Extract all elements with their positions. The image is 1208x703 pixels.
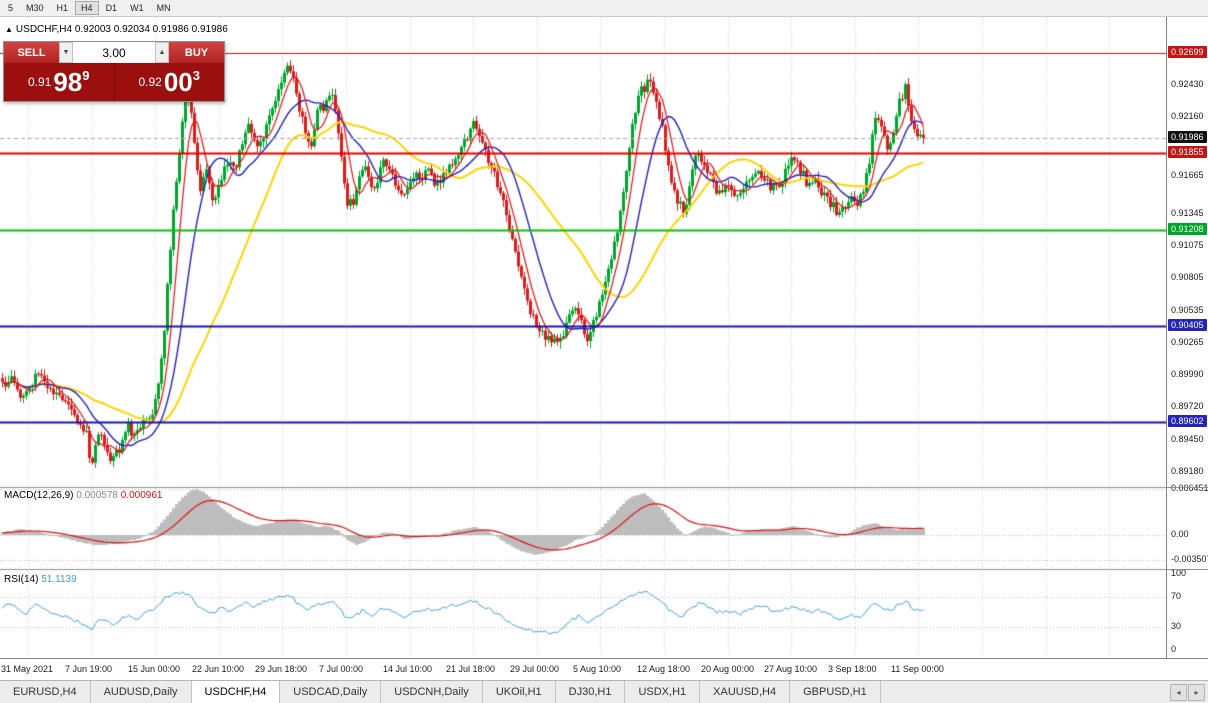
timeframe-button-5[interactable]: 5 — [2, 1, 19, 15]
volume-decrease-button[interactable]: ▼ — [59, 42, 73, 63]
macd-axis-label: 0.006451 — [1171, 483, 1208, 493]
ask-price-prefix: 0.92 — [138, 75, 162, 89]
rsi-value: 51.1139 — [41, 574, 77, 585]
time-axis-label: 20 Aug 00:00 — [701, 664, 755, 674]
price-tick-label: 0.90535 — [1171, 304, 1204, 315]
macd-name: MACD(12,26,9) — [4, 490, 74, 501]
uptick-triangle-icon: ▲ — [5, 25, 13, 34]
chart-symbol-period: USDCHF,H4 — [15, 24, 73, 35]
price-badge: 0.91208 — [1168, 223, 1207, 236]
bid-price-prefix: 0.91 — [27, 75, 52, 89]
chart-tab-dj30[interactable]: DJ30,H1 — [556, 681, 626, 703]
time-axis-label: 22 Jun 10:00 — [192, 664, 245, 674]
volume-increase-button[interactable]: ▲ — [155, 42, 169, 63]
time-axis-label: 3 Sep 18:00 — [828, 664, 877, 674]
tab-scroll-controls: ◂ ▸ — [1170, 681, 1208, 703]
time-axis-label: 21 Jul 18:00 — [446, 664, 496, 674]
chart-tab-audusd[interactable]: AUDUSD,Daily — [91, 681, 192, 703]
time-axis-label: 31 May 2021 — [1, 664, 54, 674]
time-axis-label: 12 Aug 18:00 — [637, 664, 691, 674]
ask-price-display[interactable]: 0.92 00 3 — [113, 63, 225, 101]
time-axis-label: 7 Jul 00:00 — [319, 664, 364, 674]
chart-tab-usdchf[interactable]: USDCHF,H4 — [191, 681, 281, 703]
macd-axis-label: -0.003507 — [1171, 554, 1208, 564]
tabs-scroll-left-button[interactable]: ◂ — [1170, 683, 1187, 701]
macd-indicator-label: MACD(12,26,9) 0.000578 0.000961 — [4, 490, 162, 501]
time-axis-label: 7 Jun 19:00 — [65, 664, 113, 674]
bid-price-pip-digit: 9 — [82, 68, 90, 83]
price-tick-label: 0.89720 — [1171, 401, 1204, 412]
price-tick-label: 0.91345 — [1171, 208, 1204, 219]
price-tick-label: 0.92160 — [1171, 111, 1204, 122]
price-tick-label: 0.89450 — [1171, 433, 1204, 444]
chart-tab-gbpusd[interactable]: GBPUSD,H1 — [790, 681, 881, 703]
rsi-name: RSI(14) — [4, 574, 39, 585]
chart-tab-usdcad[interactable]: USDCAD,Daily — [280, 681, 382, 703]
volume-input[interactable] — [73, 42, 155, 63]
macd-value-signal: 0.000961 — [120, 490, 163, 501]
price-tick-label: 0.91075 — [1171, 240, 1204, 251]
sell-button[interactable]: SELL — [4, 42, 59, 63]
rsi-indicator-label: RSI(14) 51.1139 — [4, 574, 77, 585]
rsi-axis-label: 0 — [1171, 644, 1177, 654]
price-badge: 0.90405 — [1168, 318, 1207, 331]
tabs-scroll-right-button[interactable]: ▸ — [1188, 683, 1205, 701]
price-badge: 0.91986 — [1168, 130, 1207, 143]
timeframe-button-h1[interactable]: H1 — [51, 1, 75, 15]
rsi-axis-label: 30 — [1171, 621, 1182, 632]
chart-ohlc-values: 0.92003 0.92034 0.91986 0.91986 — [74, 24, 228, 35]
time-axis-label: 14 Jul 10:00 — [383, 664, 433, 674]
price-tick-label: 0.92430 — [1171, 79, 1204, 89]
timeframe-button-w1[interactable]: W1 — [124, 1, 150, 15]
ask-price-big-digits: 00 — [163, 67, 193, 97]
timeframe-button-mn[interactable]: MN — [151, 1, 177, 15]
volume-stepper: ▼ ▲ — [59, 42, 169, 63]
price-chart-canvas[interactable] — [0, 17, 1166, 658]
chart-tab-bar: EURUSD,H4 AUDUSD,Daily USDCHF,H4 USDCAD,Dai… — [0, 680, 1208, 703]
chart-tab-xauusd[interactable]: XAUUSD,H4 — [700, 681, 791, 703]
price-badge: 0.89602 — [1168, 414, 1207, 427]
rsi-axis-label: 100 — [1171, 568, 1187, 578]
axis-panel-separator — [1167, 569, 1208, 570]
price-axis[interactable]: 0.92430 0.92160 0.91665 0.91345 0.91075 0.908… — [1166, 17, 1208, 658]
price-tick-label: 0.90265 — [1171, 336, 1204, 347]
rsi-axis-label: 70 — [1171, 590, 1182, 601]
time-axis-label: 29 Jul 00:00 — [510, 664, 560, 674]
bid-price-big-digits: 98 — [53, 67, 83, 97]
one-click-trading-panel: SELL ▼ ▲ BUY 0.91 98 9 0.92 00 3 — [3, 41, 225, 102]
price-tick-label: 0.89180 — [1171, 465, 1204, 476]
timeframe-toolbar: 5 M30 H1 H4 D1 W1 MN — [0, 0, 1208, 17]
time-axis-label: 29 Jun 18:00 — [255, 664, 308, 674]
time-axis-label: 5 Aug 10:00 — [573, 664, 622, 674]
timeframe-button-m30[interactable]: M30 — [20, 1, 50, 15]
chart-tabs: EURUSD,H4 AUDUSD,Daily USDCHF,H4 USDCAD,Dai… — [0, 681, 881, 703]
time-axis-label: 15 Jun 00:00 — [128, 664, 181, 674]
chart-tab-ukoil[interactable]: UKOil,H1 — [483, 681, 556, 703]
chart-tab-usdcnh[interactable]: USDCNH,Daily — [381, 681, 483, 703]
buy-button[interactable]: BUY — [169, 42, 224, 63]
ask-price-pip-digit: 3 — [192, 68, 200, 83]
chart-window: ▲ USDCHF,H4 0.92003 0.92034 0.91986 0.919… — [0, 17, 1208, 680]
axis-panel-separator — [1167, 487, 1208, 488]
chart-tab-usdx[interactable]: USDX,H1 — [625, 681, 701, 703]
timeframe-button-d1[interactable]: D1 — [100, 1, 124, 15]
price-badge: 0.91855 — [1168, 146, 1207, 159]
time-axis-label: 27 Aug 10:00 — [764, 664, 818, 674]
chart-header: ▲ USDCHF,H4 0.92003 0.92034 0.91986 0.919… — [5, 24, 228, 35]
price-tick-label: 0.91665 — [1171, 170, 1204, 181]
chart-tab-eurusd[interactable]: EURUSD,H4 — [0, 681, 91, 703]
time-axis-label: 11 Sep 00:00 — [891, 664, 944, 674]
price-tick-label: 0.89990 — [1171, 369, 1204, 380]
bid-price-display[interactable]: 0.91 98 9 — [4, 63, 114, 101]
price-badge: 0.92699 — [1168, 45, 1207, 58]
macd-axis-label: 0.00 — [1171, 529, 1189, 539]
time-axis[interactable]: 31 May 2021 7 Jun 19:00 15 Jun 00:00 22 Jun… — [0, 658, 1208, 680]
price-tick-label: 0.90805 — [1171, 272, 1204, 283]
timeframe-button-h4[interactable]: H4 — [75, 1, 99, 15]
macd-value-histogram: 0.000578 — [76, 490, 118, 501]
